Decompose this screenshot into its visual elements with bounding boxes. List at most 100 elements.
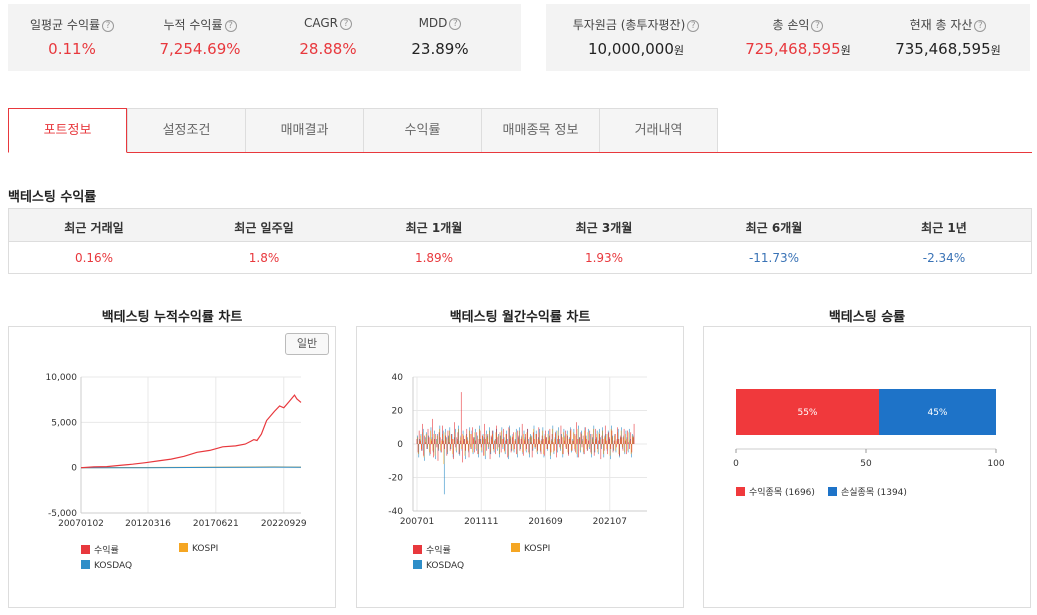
monthly-bar bbox=[528, 444, 530, 453]
monthly-bar bbox=[420, 434, 422, 444]
tab-stock-info[interactable]: 매매종목 정보 bbox=[481, 108, 600, 153]
help-icon[interactable]: ? bbox=[974, 20, 987, 32]
monthly-bar bbox=[442, 434, 444, 444]
monthly-bar bbox=[588, 440, 589, 444]
monthly-bar bbox=[542, 430, 543, 444]
monthly-bar bbox=[556, 444, 557, 458]
monthly-bar bbox=[564, 437, 565, 444]
monthly-bar bbox=[590, 444, 592, 453]
monthly-bar bbox=[458, 425, 459, 444]
monthly-bar bbox=[456, 444, 457, 453]
monthly-bar bbox=[501, 439, 503, 444]
monthly-bar bbox=[500, 444, 502, 453]
legend-item-kosdaq: KOSDAQ bbox=[413, 560, 464, 571]
monthly-bar bbox=[495, 444, 496, 455]
monthly-bar bbox=[506, 440, 508, 444]
monthly-bar bbox=[630, 432, 632, 444]
help-icon[interactable]: ? bbox=[102, 20, 115, 32]
monthly-bar bbox=[521, 437, 522, 444]
help-icon[interactable]: ? bbox=[224, 20, 237, 32]
monthly-bar bbox=[456, 440, 458, 444]
help-icon[interactable]: ? bbox=[449, 18, 462, 30]
monthly-bar bbox=[581, 430, 582, 444]
currency-unit: 원 bbox=[673, 44, 684, 57]
monthly-bar bbox=[462, 434, 464, 444]
monthly-bar bbox=[596, 430, 598, 444]
monthly-bar bbox=[611, 430, 613, 444]
y-tick-label: 20 bbox=[392, 407, 404, 417]
monthly-bar bbox=[423, 444, 424, 456]
monthly-bar bbox=[525, 434, 526, 444]
header-cell: 최근 1개월 bbox=[405, 221, 463, 235]
help-icon[interactable]: ? bbox=[340, 18, 352, 30]
legend-item-kosdaq: KOSDAQ bbox=[81, 560, 132, 571]
monthly-bar bbox=[427, 428, 429, 444]
chart-title-cumulative: 백테스팅 누적수익률 차트 bbox=[101, 310, 243, 325]
stat-cumulative-return: 누적 수익률? 7,254.69% bbox=[136, 4, 264, 71]
monthly-bar bbox=[420, 435, 421, 444]
monthly-bar bbox=[485, 434, 487, 444]
legend-item-loss: 손실종목 (1394) bbox=[828, 485, 907, 498]
monthly-bar bbox=[460, 435, 462, 444]
monthly-bar bbox=[510, 437, 511, 444]
monthly-bar bbox=[525, 444, 527, 451]
monthly-bar bbox=[517, 444, 518, 458]
chart-title-monthly: 백테스팅 월간수익률 차트 bbox=[449, 310, 591, 325]
monthly-bar bbox=[609, 439, 610, 444]
monthly-bar bbox=[625, 434, 626, 444]
monthly-bar bbox=[419, 440, 420, 444]
segment-label: 45% bbox=[927, 408, 947, 418]
monthly-bar bbox=[572, 440, 573, 444]
monthly-bar bbox=[553, 444, 554, 453]
monthly-bar bbox=[557, 439, 558, 444]
y-tick-label: 40 bbox=[392, 373, 404, 383]
monthly-bar bbox=[604, 437, 605, 444]
scale-toggle-button[interactable]: 일반 bbox=[285, 333, 329, 355]
monthly-bar bbox=[597, 444, 598, 449]
monthly-bar bbox=[538, 437, 539, 444]
monthly-bar bbox=[607, 434, 609, 444]
stat-label: 투자원금 (총투자평잔) bbox=[572, 18, 686, 32]
help-icon[interactable]: ? bbox=[687, 20, 700, 32]
monthly-bar bbox=[519, 427, 520, 445]
monthly-bar bbox=[477, 444, 479, 455]
monthly-bar bbox=[626, 437, 628, 444]
monthly-bar bbox=[443, 444, 445, 465]
summary-panel-left: 일평균 수익률? 0.11% 누적 수익률? 7,254.69% CAGR? 2… bbox=[8, 4, 521, 71]
monthly-bar bbox=[609, 437, 610, 444]
tab-port-info[interactable]: 포트정보 bbox=[8, 108, 127, 153]
monthly-bar bbox=[600, 444, 602, 460]
monthly-bar bbox=[570, 427, 571, 445]
monthly-bar bbox=[478, 444, 479, 458]
monthly-bar bbox=[436, 439, 437, 444]
help-icon[interactable]: ? bbox=[811, 20, 824, 32]
legend-label: KOSDAQ bbox=[426, 561, 465, 571]
monthly-bar bbox=[426, 444, 428, 449]
tab-returns[interactable]: 수익률 bbox=[363, 108, 482, 153]
monthly-bar bbox=[431, 437, 433, 444]
monthly-bar bbox=[519, 444, 521, 451]
monthly-bar bbox=[631, 444, 632, 458]
monthly-bar bbox=[627, 430, 628, 444]
monthly-bar bbox=[503, 439, 505, 444]
tab-transactions[interactable]: 거래내역 bbox=[599, 108, 718, 153]
segment-label: 55% bbox=[797, 408, 817, 418]
monthly-bar bbox=[622, 444, 623, 449]
tab-trade-results[interactable]: 매매결과 bbox=[245, 108, 364, 153]
monthly-bar bbox=[619, 444, 620, 456]
monthly-bar bbox=[489, 444, 491, 460]
monthly-bar bbox=[604, 425, 606, 444]
monthly-bar bbox=[545, 439, 547, 444]
legend-item-kospi: KOSPI bbox=[179, 543, 218, 554]
tab-settings[interactable]: 설정조건 bbox=[127, 108, 246, 153]
monthly-bar bbox=[465, 444, 466, 451]
stat-label: 일평균 수익률 bbox=[29, 18, 101, 32]
monthly-bar bbox=[569, 437, 570, 444]
monthly-bar bbox=[515, 440, 516, 444]
monthly-bar bbox=[467, 437, 468, 444]
monthly-bar bbox=[595, 439, 597, 444]
monthly-bar bbox=[508, 427, 510, 445]
monthly-bar bbox=[623, 435, 625, 444]
monthly-bar bbox=[566, 444, 567, 449]
monthly-bar bbox=[627, 444, 629, 453]
